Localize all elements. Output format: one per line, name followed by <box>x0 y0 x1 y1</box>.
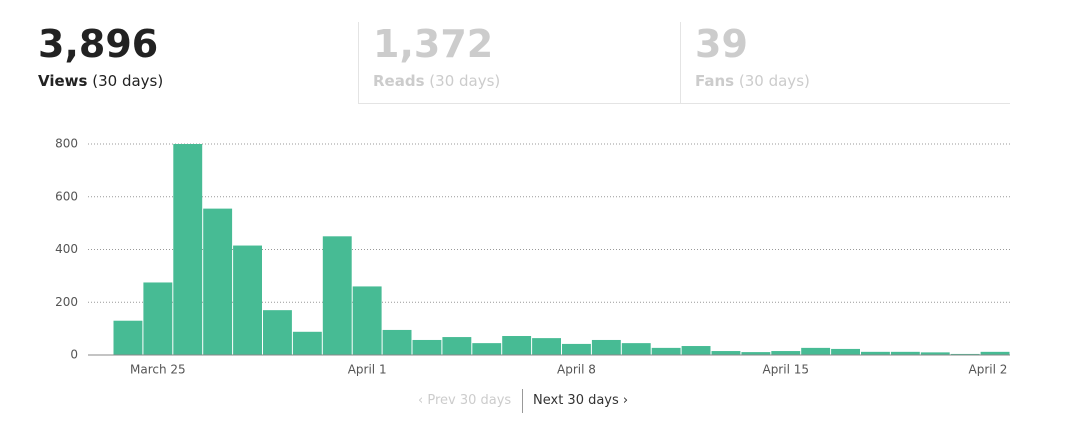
x-tick-label: April 1 <box>348 363 387 377</box>
y-tick-label: 600 <box>55 189 78 203</box>
bar <box>741 352 771 355</box>
bar <box>442 337 472 355</box>
next-button[interactable]: Next 30 days › <box>533 393 629 408</box>
y-tick-label: 400 <box>55 242 78 256</box>
bar <box>651 347 681 355</box>
bar <box>322 236 352 355</box>
bar <box>113 320 143 355</box>
prev-label: Prev 30 days <box>427 393 512 408</box>
reads-tab[interactable]: 1,372 Reads (30 days) <box>358 22 680 104</box>
bar <box>681 346 711 355</box>
x-tick-label: April 15 <box>762 363 809 377</box>
x-tick-label: March 25 <box>130 363 186 377</box>
bar <box>591 339 621 355</box>
bar <box>532 338 561 355</box>
y-tick-label: 0 <box>70 348 78 362</box>
bar <box>980 351 1010 355</box>
y-tick-label: 200 <box>55 295 78 309</box>
tab-period: (30 days) <box>429 72 501 90</box>
bar <box>472 343 502 355</box>
bar <box>890 351 920 355</box>
bar <box>920 352 950 355</box>
bar <box>233 245 262 355</box>
bar <box>861 351 890 355</box>
tab-value: 1,372 <box>373 22 494 66</box>
bar <box>771 351 801 355</box>
bar <box>173 144 203 355</box>
prev-button[interactable]: ‹ Prev 30 days <box>418 393 512 408</box>
bar <box>143 282 173 355</box>
views-tab[interactable]: 3,896 Views (30 days) <box>24 22 358 104</box>
bar <box>831 348 860 355</box>
bar <box>292 331 322 355</box>
tab-period: (30 days) <box>738 72 810 90</box>
tab-label: Views <box>38 72 88 90</box>
bar <box>203 208 233 355</box>
tab-label: Fans <box>695 72 735 90</box>
tab-period: (30 days) <box>92 72 164 90</box>
bar <box>263 310 292 355</box>
bar <box>711 351 741 355</box>
tab-value: 3,896 <box>38 22 159 66</box>
next-label: Next 30 days <box>533 393 619 408</box>
bar <box>502 336 532 355</box>
x-tick-label: April 2 <box>969 363 1008 377</box>
bar <box>412 339 442 355</box>
bar <box>562 343 591 355</box>
tab-label: Reads <box>373 72 425 90</box>
tab-value: 39 <box>695 22 748 66</box>
fans-tab[interactable]: 39 Fans (30 days) <box>680 22 1010 104</box>
x-tick-label: April 8 <box>557 363 596 377</box>
bar <box>621 343 651 355</box>
bar <box>382 329 412 355</box>
bar <box>352 286 382 355</box>
y-tick-label: 800 <box>55 137 78 151</box>
bar <box>950 353 980 355</box>
divider <box>522 389 523 413</box>
bar <box>801 347 831 355</box>
